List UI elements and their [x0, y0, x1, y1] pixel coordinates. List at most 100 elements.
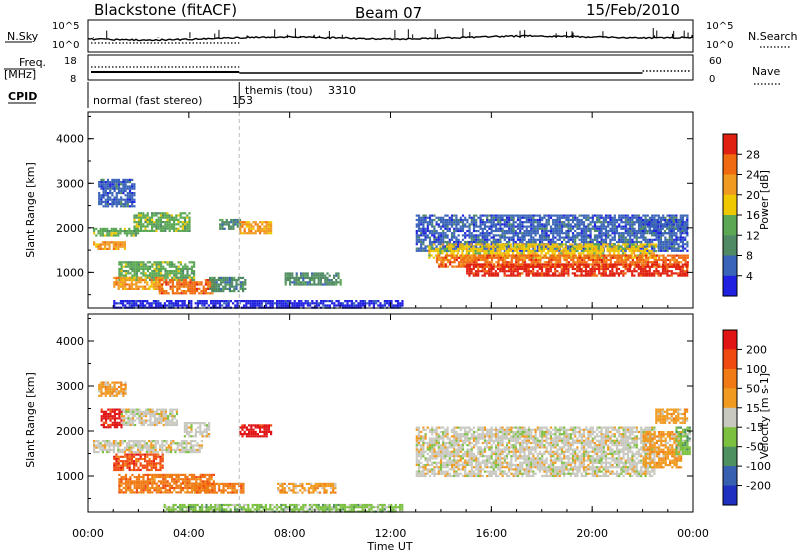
- heatmap-cell-0-14: [686, 256, 689, 259]
- heatmap-cell-0-11: [183, 304, 186, 307]
- heatmap-cell-0-12: [505, 232, 509, 235]
- heatmap-cell-0-2: [117, 245, 120, 248]
- heatmap-cell-0-11: [311, 302, 314, 305]
- heatmap-cell-0-16: [646, 218, 649, 222]
- heatmap-cell-0-1: [115, 227, 118, 230]
- heatmap-cell-0-4: [146, 276, 149, 279]
- heatmap-cell-0-12: [486, 225, 489, 228]
- heatmap-cell-0-12: [444, 245, 447, 248]
- heatmap-cell-0-12: [534, 221, 537, 224]
- heatmap-cell-0-13: [608, 247, 611, 250]
- heatmap-cell-0-13: [586, 252, 589, 255]
- heatmap-cell-0-15: [626, 270, 629, 273]
- heatmap-cell-0-13: [443, 250, 446, 253]
- heatmap-cell-0-11: [172, 302, 175, 305]
- heatmap-cell-0-12: [426, 245, 429, 248]
- heatmap-cell-0-11: [357, 304, 360, 307]
- heatmap-cell-0-4: [129, 272, 132, 275]
- heatmap-cell-0-8: [225, 223, 228, 226]
- heatmap-cell-0-15: [578, 265, 581, 268]
- heatmap-cell-0-4: [153, 276, 156, 279]
- heatmap-cell-0-4: [193, 263, 196, 266]
- heatmap-cell-0-0: [98, 196, 101, 199]
- heatmap-cell-0-4: [146, 274, 149, 277]
- heatmap-cell-0-10: [295, 276, 298, 279]
- heatmap-cell-0-15: [580, 263, 583, 266]
- heatmap-cell-0-0: [104, 187, 107, 190]
- heatmap-cell-0-4: [131, 270, 134, 273]
- heatmap-cell-0-3: [166, 223, 169, 226]
- heatmap-cell-0-12: [563, 232, 566, 235]
- heatmap-cell-0-12: [609, 229, 612, 233]
- heatmap-cell-0-11: [141, 302, 144, 305]
- heatmap-cell-0-11: [210, 302, 213, 305]
- heatmap-cell-0-12: [547, 221, 550, 224]
- heatmap-cell-0-14: [440, 258, 443, 262]
- heatmap-cell-0-12: [622, 216, 625, 219]
- heatmap-cell-0-15: [545, 265, 548, 268]
- heatmap-cell-0-6: [182, 279, 185, 282]
- heatmap-cell-0-12: [558, 238, 561, 241]
- heatmap-cell-0-4: [166, 270, 169, 273]
- heatmap-cell-0-15: [615, 263, 618, 266]
- heatmap-cell-0-1: [104, 230, 107, 233]
- heatmap-cell-0-12: [541, 223, 544, 226]
- heatmap-cell-0-12: [525, 243, 528, 246]
- heatmap-cell-0-13: [582, 250, 585, 253]
- heatmap-cell-0-12: [530, 218, 533, 222]
- heatmap-cell-0-13: [441, 243, 444, 246]
- heatmap-cell-0-15: [543, 272, 546, 275]
- heatmap-cell-0-12: [514, 234, 517, 237]
- heatmap-cell-0-9: [243, 227, 246, 230]
- heatmap-cell-0-9: [239, 232, 242, 235]
- heatmap-cell-0-12: [530, 214, 533, 217]
- heatmap-cell-0-12: [514, 229, 517, 233]
- heatmap-cell-0-14: [581, 256, 584, 259]
- heatmap-cell-0-6: [193, 283, 196, 286]
- heatmap-cell-0-5: [141, 287, 144, 290]
- heatmap-cell-0-2: [106, 243, 109, 246]
- heatmap-cell-0-12: [618, 236, 621, 239]
- heatmap-cell-0-2: [108, 247, 111, 250]
- heatmap-cell-0-15: [615, 272, 618, 275]
- heatmap-cell-0-5: [152, 283, 155, 286]
- heatmap-cell-0-12: [626, 229, 630, 233]
- heatmap-cell-0-15: [571, 272, 574, 275]
- heatmap-cell-0-12: [571, 218, 575, 222]
- heatmap-cell-0-11: [348, 300, 351, 303]
- heatmap-cell-0-9: [265, 225, 268, 228]
- heatmap-cell-0-11: [271, 300, 274, 303]
- heatmap-cell-0-13: [452, 243, 455, 246]
- heatmap-cell-0-4: [133, 267, 136, 270]
- heatmap-cell-0-12: [514, 214, 517, 217]
- heatmap-cell-0-13: [621, 252, 625, 255]
- heatmap-cell-0-12: [437, 216, 440, 219]
- heatmap-cell-0-12: [422, 229, 425, 233]
- heatmap-cell-0-12: [600, 221, 603, 224]
- heatmap-cell-0-15: [466, 267, 469, 271]
- heatmap-cell-0-11: [394, 300, 397, 303]
- heatmap-cell-0-14: [625, 256, 628, 259]
- heatmap-cell-0-11: [234, 304, 237, 307]
- heatmap-cell-0-4: [142, 267, 145, 270]
- heatmap-cell-0-12: [505, 247, 509, 250]
- heatmap-cell-0-13: [606, 247, 609, 250]
- heatmap-cell-0-9: [267, 227, 270, 230]
- heatmap-cell-0-5: [144, 279, 147, 282]
- heatmap-cell-0-12: [486, 232, 489, 235]
- heatmap-cell-0-14: [662, 254, 665, 257]
- heatmap-cell-0-12: [591, 214, 594, 217]
- heatmap-cell-0-15: [532, 265, 535, 268]
- heatmap-cell-0-10: [328, 274, 331, 277]
- heatmap-cell-0-12: [657, 229, 660, 233]
- heatmap-cell-0-15: [609, 272, 612, 275]
- heatmap-cell-0-4: [160, 263, 163, 266]
- heatmap-cell-0-0: [117, 181, 121, 184]
- heatmap-cell-0-4: [157, 270, 160, 273]
- heatmap-cell-0-15: [551, 272, 555, 275]
- heatmap-cell-0-6: [189, 287, 192, 290]
- heatmap-cell-0-6: [167, 283, 170, 286]
- heatmap-cell-0-12: [455, 236, 458, 239]
- heatmap-cell-0-3: [157, 227, 160, 230]
- heatmap-cell-0-11: [126, 302, 129, 305]
